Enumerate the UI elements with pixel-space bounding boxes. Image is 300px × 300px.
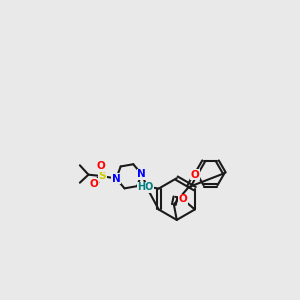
Text: O: O	[178, 194, 187, 204]
Text: S: S	[99, 171, 106, 181]
Text: O: O	[90, 178, 98, 189]
Text: N: N	[137, 169, 146, 179]
Text: N: N	[112, 173, 121, 184]
Text: O: O	[97, 161, 105, 171]
Text: O: O	[191, 169, 200, 180]
Text: HO: HO	[137, 182, 153, 192]
